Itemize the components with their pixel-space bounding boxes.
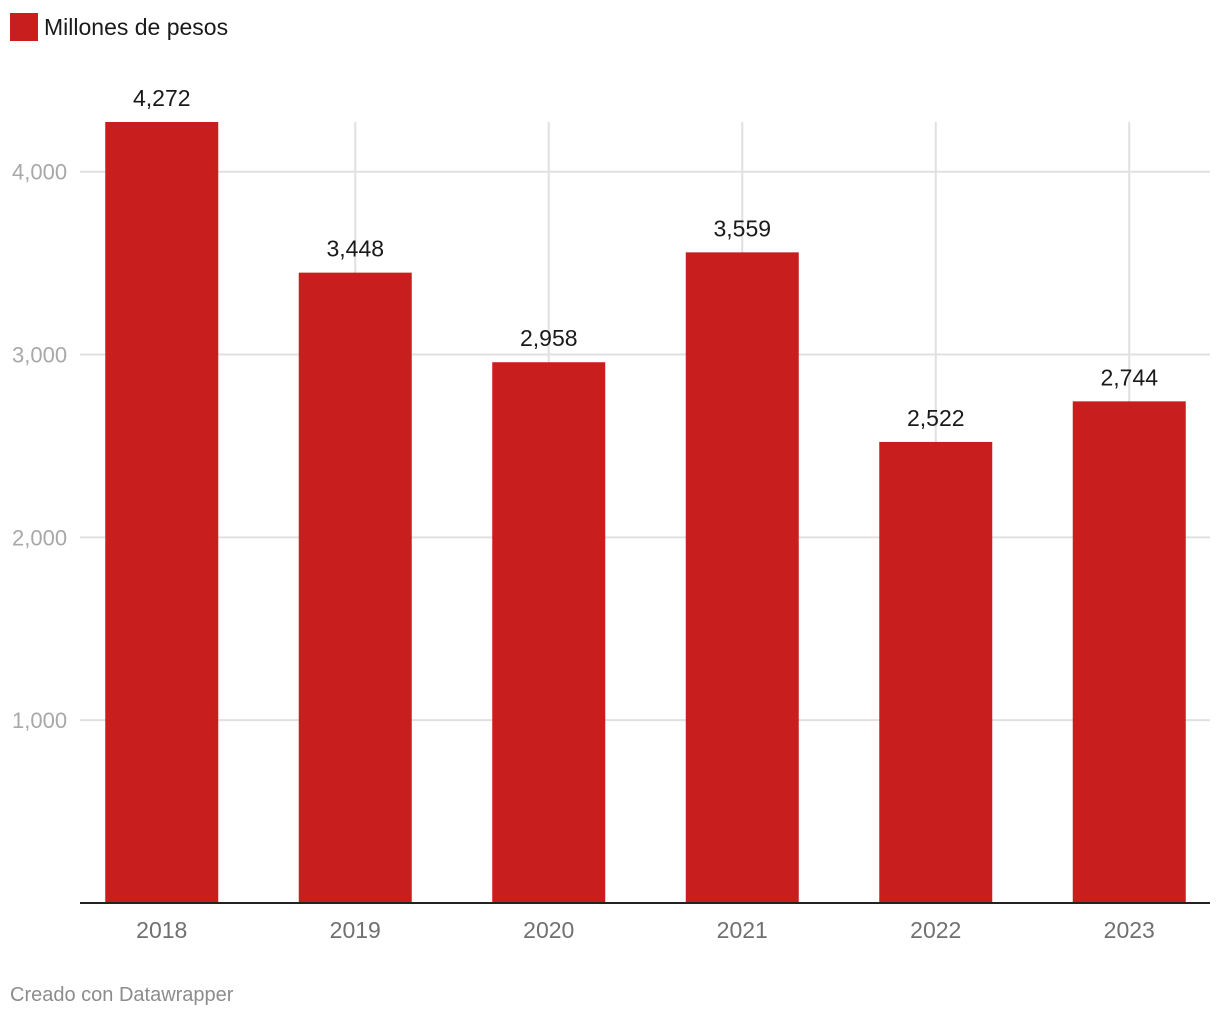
- bar-chart: 1,000 2,000 3,000 4,000 4,272 3,448 2,958 3,55…: [12, 85, 1210, 943]
- y-tick-label: 2,000: [12, 525, 67, 550]
- x-tick-label: 2018: [136, 917, 187, 943]
- bar-2021: [685, 252, 799, 903]
- bar-value-labels: 4,272 3,448 2,958 3,559 2,522 2,744: [133, 85, 1158, 431]
- bar-2023: [1072, 401, 1186, 903]
- x-tick-label: 2020: [523, 917, 574, 943]
- y-tick-label: 3,000: [12, 343, 67, 368]
- bar-2022: [879, 441, 993, 903]
- bar-2019: [298, 272, 412, 903]
- y-tick-label: 4,000: [12, 160, 67, 185]
- legend: Millones de pesos: [10, 12, 228, 42]
- credit-text: Creado con Datawrapper: [10, 984, 234, 1006]
- legend-swatch: [10, 13, 38, 41]
- bar-value-label: 3,559: [713, 215, 771, 241]
- x-tick-label: 2022: [910, 917, 961, 943]
- bar-2020: [492, 362, 606, 903]
- bar-value-label: 3,448: [326, 236, 384, 262]
- bars: [105, 122, 1186, 903]
- bar-value-label: 4,272: [133, 85, 191, 111]
- y-axis-tick-labels: 1,000 2,000 3,000 4,000: [12, 160, 67, 733]
- legend-label: Millones de pesos: [44, 13, 229, 40]
- x-tick-label: 2019: [330, 917, 381, 943]
- bar-value-label: 2,958: [520, 325, 578, 351]
- x-tick-label: 2021: [717, 917, 768, 943]
- grid-lines: [80, 122, 1210, 903]
- x-axis-tick-labels: 2018 2019 2020 2021 2022 2023: [136, 917, 1155, 943]
- x-tick-label: 2023: [1104, 917, 1155, 943]
- y-tick-label: 1,000: [12, 708, 67, 733]
- bar-value-label: 2,744: [1100, 364, 1158, 390]
- bar-2018: [105, 122, 219, 903]
- bar-value-label: 2,522: [907, 405, 965, 431]
